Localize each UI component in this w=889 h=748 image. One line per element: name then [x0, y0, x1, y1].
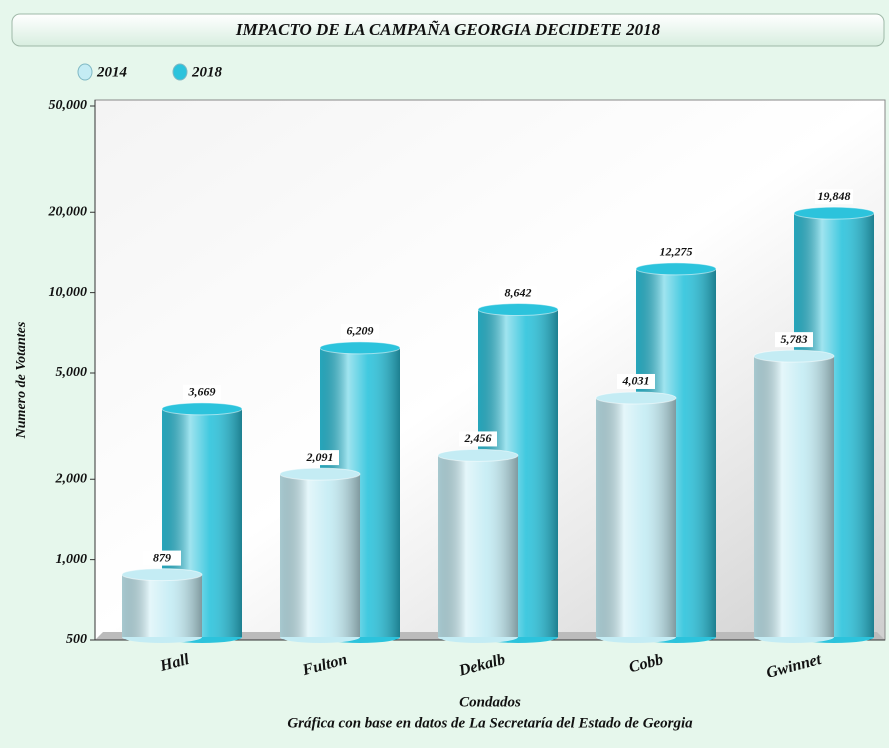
bar-top [595, 391, 677, 405]
x-tick-label: Cobb [627, 651, 665, 676]
value-label-box [617, 373, 655, 389]
y-tick-label: 500 [66, 632, 87, 647]
bar-top [793, 206, 875, 220]
x-axis-label: Condados [459, 694, 521, 710]
legend-label: 2018 [191, 64, 223, 80]
value-label-box [341, 323, 379, 339]
bar-top [121, 568, 203, 582]
bar-top [279, 467, 361, 481]
bar-shade [754, 356, 834, 637]
bar-top [477, 303, 559, 317]
value-label: 5,783 [781, 332, 808, 346]
x-tick-label: Fulton [300, 651, 349, 679]
chart-title: IMPACTO DE LA CAMPAÑA GEORGIA DECIDETE 2… [235, 20, 661, 39]
y-tick-label: 50,000 [49, 98, 88, 113]
legend-marker [172, 63, 188, 81]
legend-marker [77, 63, 93, 81]
title-box [11, 13, 885, 47]
value-label-box [499, 285, 537, 301]
value-label-box [459, 431, 497, 447]
x-tick-label: Hall [157, 651, 191, 675]
value-label-box [143, 550, 181, 566]
y-tick-label: 10,000 [49, 285, 88, 300]
value-label: 12,275 [660, 245, 693, 259]
value-label-box [775, 332, 813, 348]
y-tick-label: 2,000 [55, 471, 88, 486]
value-label: 2,091 [306, 450, 334, 464]
value-label: 6,209 [347, 324, 374, 338]
y-tick-label: 5,000 [56, 365, 88, 380]
value-label-box [183, 384, 221, 400]
x-tick-label: Gwinnet [764, 651, 823, 682]
legend-label: 2014 [96, 64, 128, 80]
value-label-box [301, 450, 339, 466]
value-label: 19,848 [818, 189, 851, 203]
y-tick-label: 1,000 [56, 552, 88, 567]
value-label: 2,456 [464, 431, 492, 445]
y-tick-label: 20,000 [48, 204, 88, 219]
value-label: 8,642 [505, 285, 532, 299]
bar-top [437, 448, 519, 462]
bar-top [319, 341, 401, 355]
bar-shade [596, 397, 676, 637]
value-label-box [657, 244, 695, 260]
bar-top [635, 262, 717, 276]
value-label-box [815, 189, 853, 205]
value-label: 3,669 [188, 385, 216, 399]
bar-shade [122, 574, 202, 637]
bar-shade [280, 474, 360, 637]
value-label: 4,031 [622, 374, 650, 388]
bar-top [161, 402, 243, 416]
subtitle: Gráfica con base en datos de La Secretar… [287, 715, 693, 731]
value-label: 879 [153, 550, 171, 564]
x-tick-label: Dekalb [456, 651, 507, 680]
bar-top [753, 349, 835, 363]
bar-shade [438, 455, 518, 637]
y-axis-label: Numero de Votantes [14, 321, 29, 439]
